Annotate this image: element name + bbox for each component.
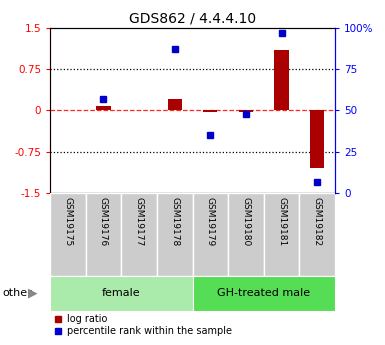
- Bar: [157, 193, 192, 276]
- Bar: [239, 110, 253, 111]
- Text: GSM19176: GSM19176: [99, 197, 108, 246]
- Bar: [192, 276, 335, 310]
- Bar: [167, 99, 182, 110]
- Bar: [85, 193, 121, 276]
- Bar: [192, 193, 228, 276]
- Legend: log ratio, percentile rank within the sample: log ratio, percentile rank within the sa…: [50, 310, 236, 340]
- Bar: [275, 50, 289, 110]
- Text: GSM19180: GSM19180: [241, 197, 250, 246]
- Bar: [121, 193, 157, 276]
- Bar: [50, 276, 192, 310]
- Bar: [228, 193, 264, 276]
- Bar: [300, 193, 335, 276]
- Text: GSM19182: GSM19182: [313, 197, 321, 246]
- Bar: [203, 110, 218, 111]
- Bar: [96, 106, 110, 110]
- Title: GDS862 / 4.4.4.10: GDS862 / 4.4.4.10: [129, 11, 256, 25]
- Bar: [50, 193, 85, 276]
- Text: GSM19181: GSM19181: [277, 197, 286, 246]
- Text: GSM19178: GSM19178: [170, 197, 179, 246]
- Text: GH-treated male: GH-treated male: [217, 288, 310, 298]
- Text: GSM19175: GSM19175: [64, 197, 72, 246]
- Text: GSM19177: GSM19177: [135, 197, 144, 246]
- Text: female: female: [102, 288, 141, 298]
- Bar: [264, 193, 300, 276]
- Text: ▶: ▶: [28, 287, 37, 300]
- Bar: [310, 110, 324, 168]
- Text: GSM19179: GSM19179: [206, 197, 215, 246]
- Text: other: other: [2, 288, 32, 298]
